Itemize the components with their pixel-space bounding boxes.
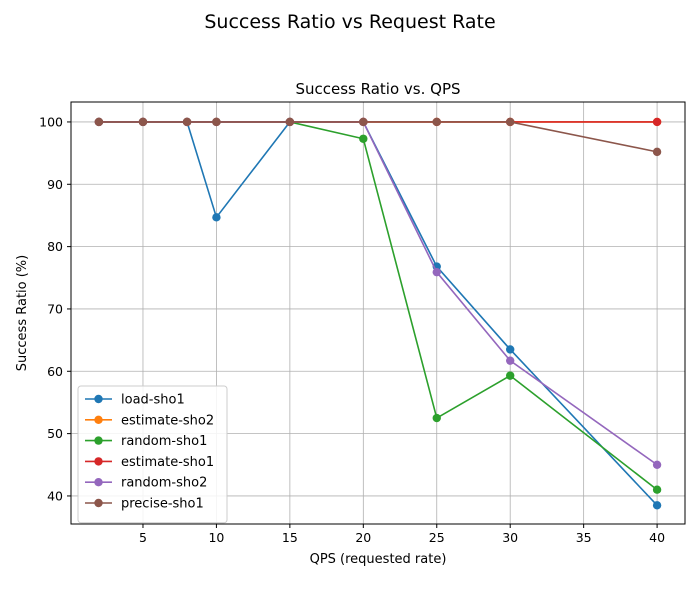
legend-label: precise-sho1: [121, 497, 204, 512]
data-point-random-sho2: [432, 267, 441, 277]
data-point-precise-sho1: [652, 147, 662, 157]
data-point-precise-sho1: [138, 117, 148, 127]
data-point-random-sho2: [652, 460, 662, 469]
x-tick-label: 30: [502, 530, 518, 545]
legend-item: precise-sho1: [85, 497, 204, 512]
data-point-load-sho1: [506, 345, 515, 354]
y-tick-label: 90: [47, 177, 63, 192]
x-tick-label: 10: [208, 530, 224, 545]
legend-label: estimate-sho1: [121, 455, 214, 470]
legend-item: random-sho2: [85, 476, 207, 491]
data-point-random-sho1: [359, 134, 368, 143]
legend-swatch-marker: [94, 457, 103, 466]
data-point-precise-sho1: [432, 117, 441, 127]
legend-box: [77, 385, 228, 524]
data-point-precise-sho1: [212, 117, 221, 127]
data-point-random-sho1: [652, 485, 662, 494]
data-point-precise-sho1: [182, 117, 192, 127]
data-point-load-sho1: [212, 213, 221, 222]
y-tick-label: 60: [47, 364, 63, 379]
legend-item: random-sho1: [85, 434, 207, 449]
data-point-random-sho1: [432, 413, 441, 423]
data-point-precise-sho1: [506, 117, 515, 127]
x-axis-ticks: 5 10 15 20 25 30 35 40: [139, 524, 665, 545]
y-tick-label: 50: [47, 426, 63, 441]
figure-suptitle: Success Ratio vs Request Rate: [204, 11, 495, 33]
data-point-random-sho1: [506, 371, 515, 380]
data-point-load-sho1: [652, 501, 662, 510]
axes-frame: [70, 101, 686, 525]
legend-swatch-marker: [94, 436, 103, 445]
chart-title: Success Ratio vs. QPS: [295, 80, 460, 98]
x-tick-label: 5: [139, 530, 147, 545]
x-tick-label: 25: [429, 530, 445, 545]
y-tick-label: 40: [47, 488, 63, 503]
legend-label: estimate-sho2: [121, 413, 214, 428]
legend-label: random-sho1: [121, 434, 207, 449]
data-point-estimate-sho1: [652, 117, 662, 127]
y-axis-ticks: 40 50 60 70 80 90 100: [39, 114, 71, 503]
x-axis-label: QPS (requested rate): [310, 552, 447, 567]
x-tick-label: 20: [355, 530, 371, 545]
x-tick-label: 35: [576, 530, 592, 545]
legend-swatch-marker: [94, 478, 103, 487]
legend: load-sho1 estimate-sho2 random-sho1 estimat…: [77, 385, 228, 524]
data-point-precise-sho1: [359, 117, 368, 127]
x-tick-label: 40: [649, 530, 665, 545]
legend-label: random-sho2: [121, 476, 207, 491]
x-tick-label: 15: [282, 530, 298, 545]
legend-swatch-marker: [94, 394, 103, 404]
legend-label: load-sho1: [121, 393, 185, 408]
data-point-random-sho2: [506, 356, 515, 365]
data-point-precise-sho1: [94, 117, 104, 127]
series-precise-sho1: [94, 117, 662, 157]
grid: [71, 102, 685, 524]
legend-item: estimate-sho1: [85, 455, 214, 470]
y-tick-label: 100: [39, 114, 63, 129]
y-tick-label: 70: [47, 301, 63, 316]
y-tick-label: 80: [47, 239, 63, 254]
series-line-precise-sho1: [98, 121, 658, 153]
legend-item: estimate-sho2: [85, 413, 214, 428]
legend-swatch-marker: [94, 498, 103, 508]
legend-swatch-marker: [94, 415, 103, 424]
data-point-precise-sho1: [285, 117, 295, 127]
legend-item: load-sho1: [85, 393, 185, 408]
y-axis-label: Success Ratio (%): [15, 255, 30, 371]
series-layer: [94, 117, 662, 510]
